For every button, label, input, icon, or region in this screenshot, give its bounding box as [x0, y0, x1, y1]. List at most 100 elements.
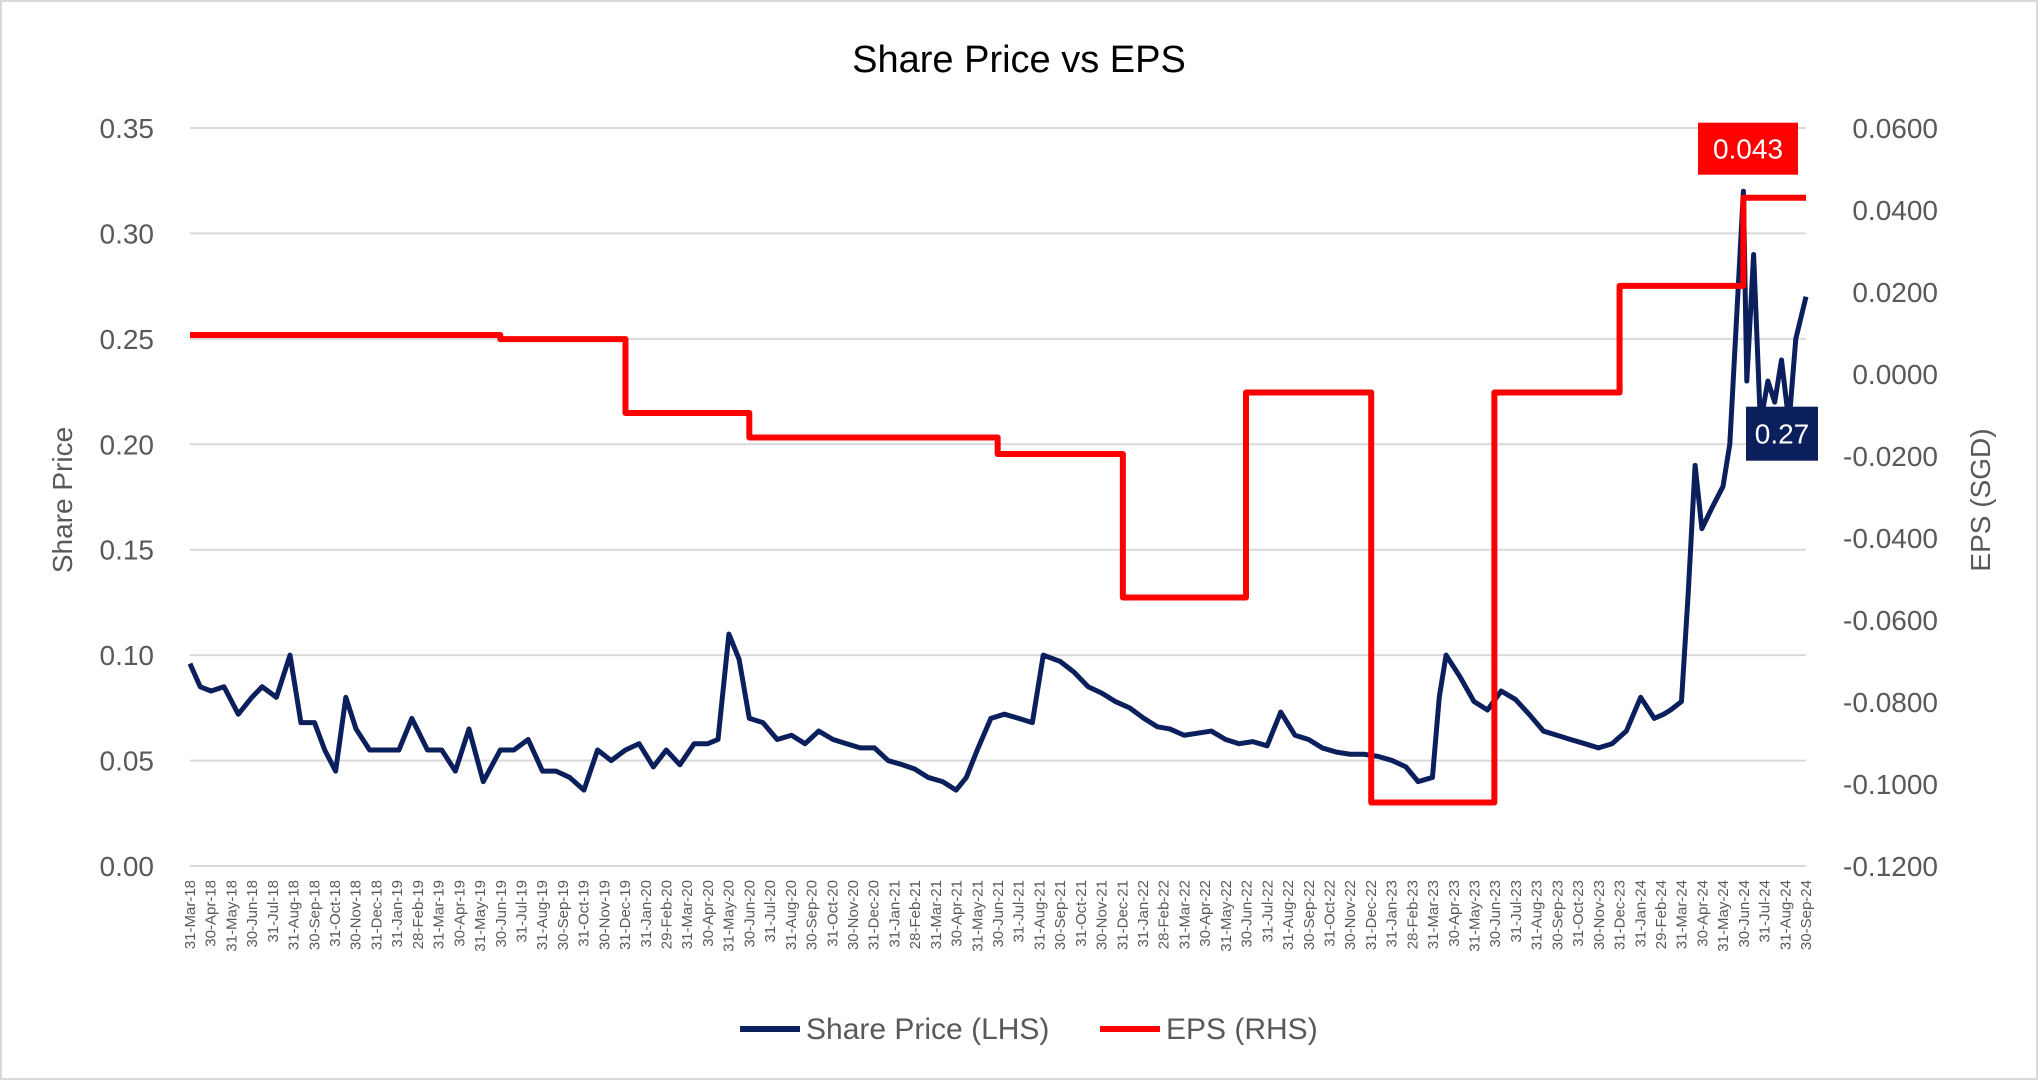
x-tick-labels: 31-Mar-18 30-Apr-18 31-May-18 30-Jun-18 31-J…: [182, 880, 1815, 952]
legend: Share Price (LHS) EPS (RHS): [740, 1013, 1318, 1046]
x-tick-label: 30-Apr-19: [451, 880, 468, 947]
x-tick-label: 30-Nov-23: [1591, 880, 1608, 950]
x-tick-label: 30-Jun-20: [741, 880, 758, 948]
x-tick-label: 31-Aug-24: [1777, 880, 1794, 950]
x-tick-label: 30-Apr-18: [203, 880, 220, 947]
x-tick-label: 30-Jun-18: [244, 880, 261, 948]
x-tick-label: 31-May-23: [1467, 880, 1484, 952]
x-tick-label: 31-Mar-23: [1425, 880, 1442, 949]
gridlines: [190, 127, 1806, 867]
x-tick-label: 29-Feb-24: [1653, 880, 1670, 949]
y-right-axis-title: EPS (SGD): [1965, 428, 1996, 571]
x-tick-label: 30-Apr-22: [1197, 880, 1214, 947]
x-tick-label: 31-Oct-22: [1321, 880, 1338, 947]
x-tick-label: 29-Feb-20: [659, 880, 676, 949]
x-tick-label: 31-May-19: [472, 880, 489, 952]
y-right-tick-label: -0.0600: [1843, 605, 1938, 636]
y-right-tick-label: 0.0000: [1852, 359, 1938, 390]
x-tick-label: 31-Aug-23: [1529, 880, 1546, 950]
share-price-callout-box: [1746, 406, 1818, 461]
x-tick-label: 31-May-22: [1218, 880, 1235, 952]
x-tick-label: 31-Jan-20: [638, 880, 655, 948]
x-tick-label: 31-Jul-20: [762, 880, 779, 943]
x-tick-label: 31-Oct-20: [824, 880, 841, 947]
x-tick-label: 30-Apr-21: [949, 880, 966, 947]
x-tick-label: 30-Nov-21: [1094, 880, 1111, 950]
x-tick-label: 28-Feb-22: [1156, 880, 1173, 949]
y-right-tick-label: -0.1000: [1843, 769, 1938, 800]
x-tick-label: 30-Jun-19: [493, 880, 510, 948]
x-tick-label: 31-Oct-21: [1073, 880, 1090, 947]
x-tick-label: 31-Jan-23: [1384, 880, 1401, 948]
x-tick-label: 31-Jul-19: [513, 880, 530, 943]
x-tick-label: 31-Oct-23: [1570, 880, 1587, 947]
x-tick-label: 31-Dec-23: [1612, 880, 1629, 950]
y-left-axis-title: Share Price: [47, 427, 78, 573]
x-tick-label: 30-Sep-22: [1301, 880, 1318, 950]
eps-callout-box: [1698, 122, 1798, 175]
x-tick-label: 30-Sep-19: [555, 880, 572, 950]
x-tick-label: 31-May-18: [223, 880, 240, 952]
y-right-tick-label: -0.0200: [1843, 441, 1938, 472]
x-tick-label: 30-Sep-24: [1798, 880, 1815, 950]
x-tick-label: 31-Aug-22: [1280, 880, 1297, 950]
series-layer: [187, 188, 1809, 806]
x-tick-label: 31-Aug-20: [783, 880, 800, 950]
x-tick-label: 31-Dec-18: [368, 880, 385, 950]
x-tick-label: 31-Oct-18: [327, 880, 344, 947]
x-tick-label: 31-Jan-21: [886, 880, 903, 948]
x-tick-label: 30-Jun-21: [990, 880, 1007, 948]
x-tick-label: 31-Mar-18: [182, 880, 199, 949]
y-right-tick-label: 0.0400: [1852, 195, 1938, 226]
x-tick-label: 31-Jan-22: [1135, 880, 1152, 948]
x-tick-label: 31-Mar-20: [679, 880, 696, 949]
y-left-tick-label: 0.30: [100, 218, 155, 249]
x-tick-label: 30-Sep-23: [1549, 880, 1566, 950]
x-tick-label: 31-Mar-21: [928, 880, 945, 949]
x-tick-label: 30-Nov-20: [845, 880, 862, 950]
x-tick-label: 30-Sep-20: [804, 880, 821, 950]
x-tick-label: 30-Nov-22: [1342, 880, 1359, 950]
eps-callout-label: 0.043: [1713, 134, 1783, 165]
x-tick-label: 31-Jul-24: [1757, 880, 1774, 943]
x-tick-label: 31-May-21: [969, 880, 986, 952]
eps-series-line: [190, 194, 1806, 806]
x-tick-label: 28-Feb-23: [1404, 880, 1421, 949]
x-tick-label: 31-Mar-19: [431, 880, 448, 949]
x-tick-label: 31-May-20: [721, 880, 738, 952]
x-tick-label: 30-Jun-24: [1736, 880, 1753, 948]
y-left-tick-label: 0.10: [100, 640, 155, 671]
x-tick-label: 31-Aug-18: [286, 880, 303, 950]
share-price-callout-label: 0.27: [1755, 419, 1810, 450]
y-left-tick-label: 0.20: [100, 429, 155, 460]
x-tick-label: 31-Dec-19: [617, 880, 634, 950]
x-tick-label: 30-Sep-21: [1052, 880, 1069, 950]
y-right-tick-labels: -0.1200 -0.1000 -0.0800 -0.0600 -0.0400 -0.02…: [1843, 113, 1938, 882]
x-tick-label: 30-Apr-20: [700, 880, 717, 947]
x-tick-label: 31-Dec-22: [1363, 880, 1380, 950]
legend-label-share-price: Share Price (LHS): [806, 1013, 1049, 1046]
x-tick-label: 31-Dec-21: [1114, 880, 1131, 950]
y-left-tick-label: 0.15: [100, 535, 155, 566]
x-tick-label: 30-Jun-22: [1239, 880, 1256, 948]
x-tick-label: 31-Aug-21: [1031, 880, 1048, 950]
x-tick-label: 30-Apr-23: [1446, 880, 1463, 947]
x-tick-label: 28-Feb-19: [410, 880, 427, 949]
y-right-tick-label: -0.0800: [1843, 687, 1938, 718]
x-tick-label: 31-Jul-21: [1011, 880, 1028, 943]
x-tick-label: 31-Jan-19: [389, 880, 406, 948]
x-tick-label: 31-Jul-23: [1508, 880, 1525, 943]
x-tick-label: 30-Apr-24: [1694, 880, 1711, 947]
y-left-tick-label: 0.35: [100, 113, 155, 144]
y-left-tick-label: 0.25: [100, 324, 155, 355]
x-tick-label: 28-Feb-21: [907, 880, 924, 949]
legend-label-eps: EPS (RHS): [1166, 1013, 1318, 1046]
x-tick-label: 31-Mar-22: [1176, 880, 1193, 949]
x-tick-label: 31-Oct-19: [576, 880, 593, 947]
y-right-tick-label: -0.0400: [1843, 523, 1938, 554]
y-right-tick-label: 0.0600: [1852, 113, 1938, 144]
x-tick-label: 31-Mar-24: [1674, 880, 1691, 949]
x-tick-label: 30-Sep-18: [306, 880, 323, 950]
